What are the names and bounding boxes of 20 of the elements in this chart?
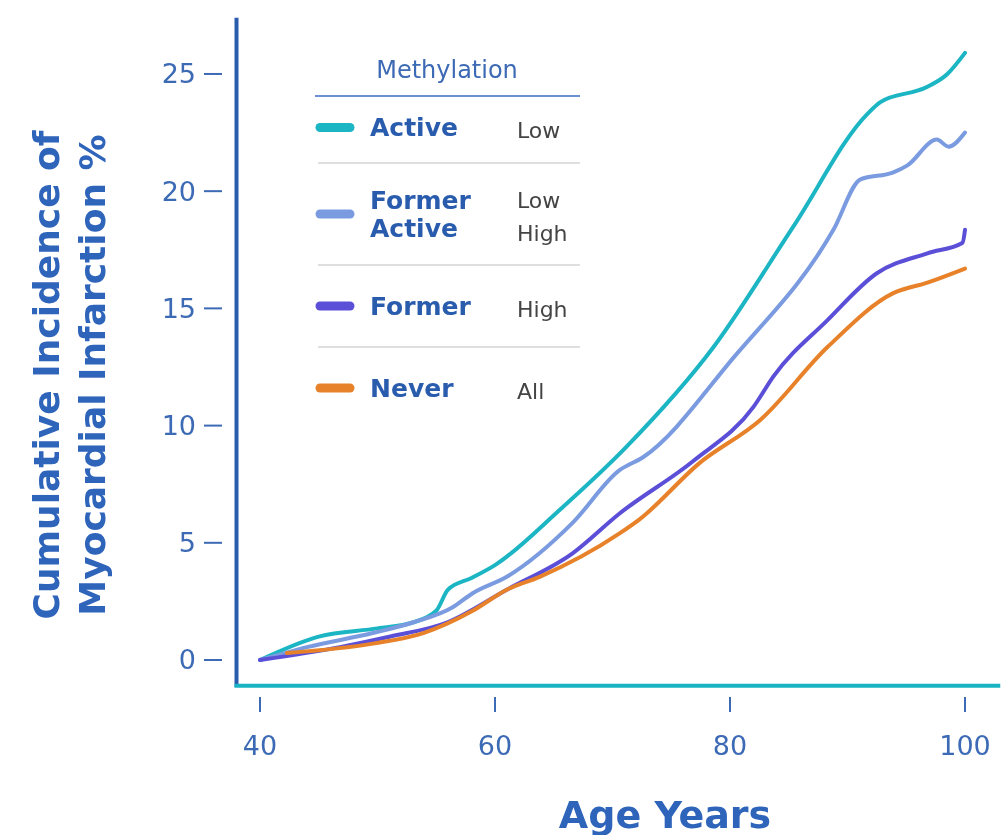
x-tick-label: 80	[712, 730, 748, 761]
annotation: Low	[517, 118, 561, 144]
x-tick-label: 40	[242, 730, 278, 761]
y-axis-title: Cumulative Incidence of Myocardial Infarction %	[26, 130, 113, 620]
y-tick-label: 20	[161, 175, 196, 207]
y-tick-label: 0	[178, 644, 196, 676]
y-tick-label: 5	[178, 527, 196, 559]
annotation: Low High	[517, 188, 568, 247]
y-tick-label: 10	[161, 410, 196, 442]
y-tick-label: 25	[161, 58, 196, 90]
annotation: All	[517, 378, 545, 404]
legend-label: Former	[370, 291, 472, 321]
x-tick-label: 60	[477, 730, 513, 761]
annotation: High	[517, 296, 568, 322]
legend-title: Methylation	[376, 56, 518, 84]
x-tick-label: 100	[939, 730, 991, 761]
legend-label: Former Active	[370, 185, 472, 243]
legend-label: Active	[370, 113, 458, 143]
y-tick-label: 15	[161, 292, 196, 324]
legend-label: Never	[370, 373, 455, 403]
